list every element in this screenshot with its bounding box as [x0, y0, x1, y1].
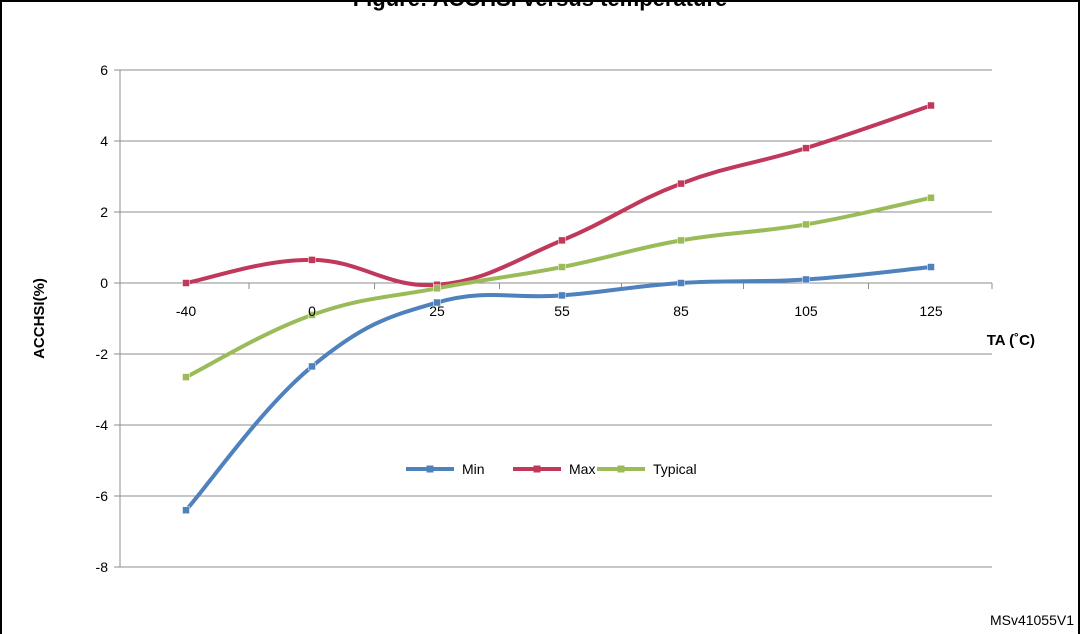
y-tick-label: 6 [100, 62, 108, 78]
x-axis-label: TA (˚C) [987, 332, 1035, 349]
legend-label-max: Max [569, 461, 595, 477]
data-point-max [677, 179, 685, 188]
x-tick-label: -40 [176, 303, 196, 319]
data-point-min [677, 279, 685, 287]
x-tick-label: 55 [554, 303, 570, 319]
series-line-typical [184, 195, 933, 380]
data-point-max [927, 101, 935, 110]
tick-labels: 6 4 2 0 -2 -4 -6 -8 -40 0 25 55 85 105 125 [96, 62, 943, 575]
y-tick-label: -8 [96, 559, 109, 575]
figure-id-watermark: MSv41055V1 [989, 612, 1074, 628]
x-tick-label: 25 [429, 303, 445, 319]
data-point-min [308, 362, 316, 371]
data-point-typical [802, 220, 810, 229]
y-tick-label: 4 [100, 133, 108, 149]
data-point-typical [308, 311, 316, 319]
data-point-min [433, 298, 441, 307]
figure-title: Figure: ACCHSI versus temperature [0, 0, 1080, 12]
data-point-typical [182, 373, 190, 381]
data-point-typical [433, 284, 441, 293]
legend-marker-min [426, 465, 434, 473]
x-tick-label: 105 [794, 303, 818, 319]
legend-label-min: Min [462, 461, 485, 477]
data-point-max [558, 236, 566, 245]
x-tick-label: 0 [308, 303, 316, 319]
y-tick-label: -4 [96, 417, 109, 433]
y-tick-label: -6 [96, 488, 109, 504]
grid-lines [120, 69, 992, 568]
legend-marker-typical [617, 465, 625, 473]
legend-marker-max [533, 465, 541, 473]
data-point-min [802, 275, 810, 284]
data-markers [182, 101, 935, 514]
y-tick-label: 2 [100, 204, 108, 220]
y-tick-label: 0 [100, 275, 108, 291]
legend: Min Max Typical [406, 461, 697, 477]
data-point-typical [677, 236, 685, 245]
series-line-max [184, 103, 933, 288]
data-point-min [927, 263, 935, 271]
data-point-max [182, 279, 190, 287]
x-tick-label: 85 [673, 303, 689, 319]
x-tick-label: 125 [919, 303, 943, 319]
data-point-typical [927, 194, 935, 202]
y-tick-label: -2 [96, 346, 109, 362]
data-point-min [182, 506, 190, 514]
data-point-max [308, 256, 316, 264]
axes [114, 69, 993, 568]
data-point-max [802, 144, 810, 152]
legend-label-typical: Typical [653, 461, 697, 477]
y-axis-label: ACCHSI(%) [31, 278, 48, 359]
data-point-typical [558, 263, 566, 271]
data-point-min [558, 291, 566, 300]
